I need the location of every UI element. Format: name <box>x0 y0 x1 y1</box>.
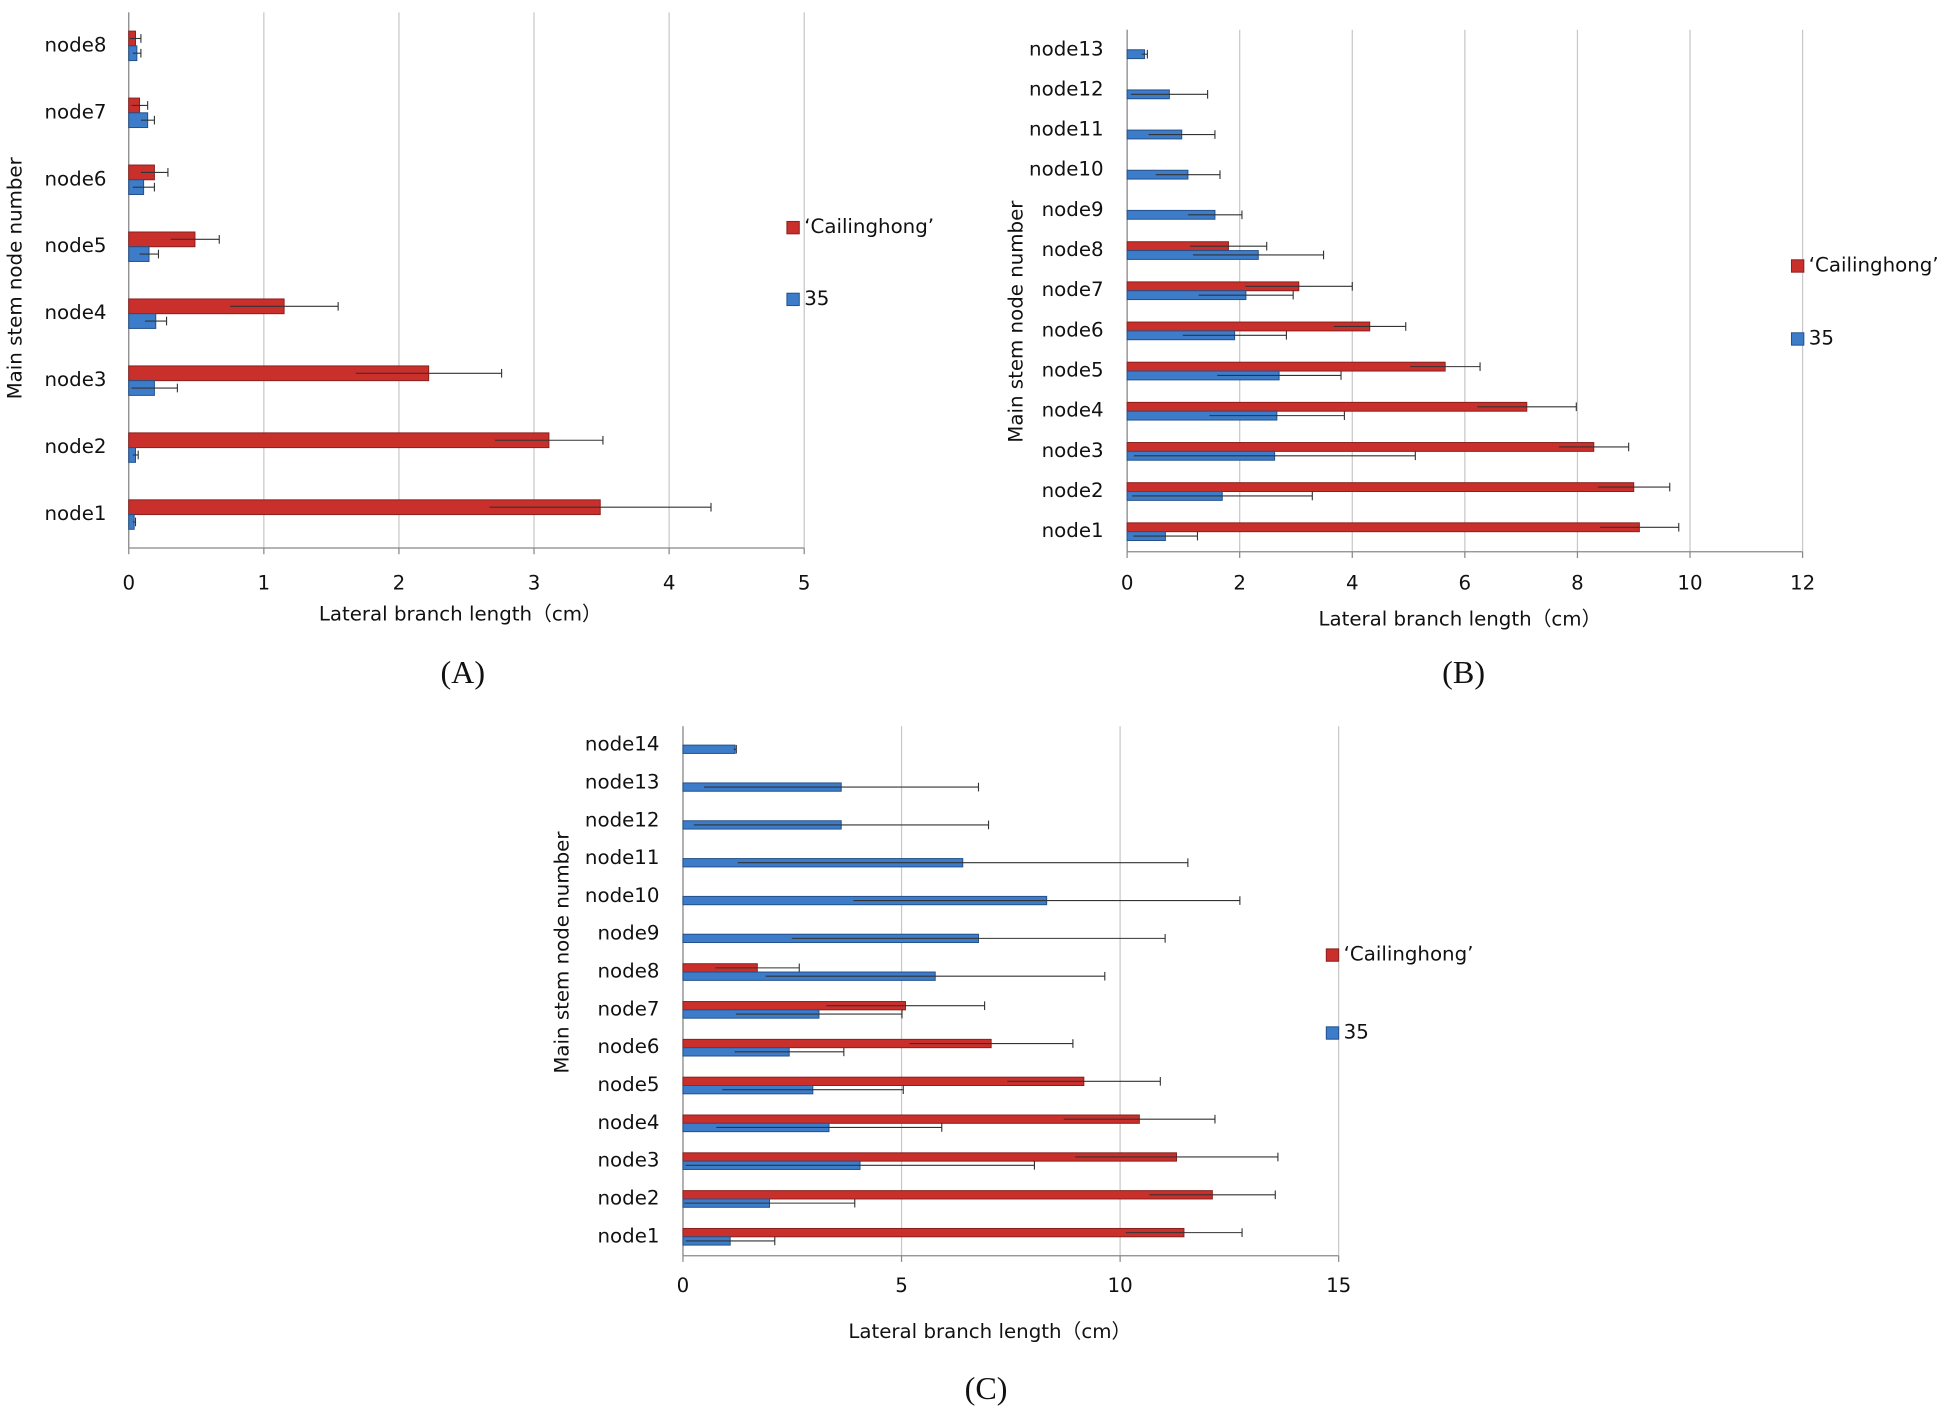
panel-label: (B) <box>1442 654 1485 690</box>
legend-swatch <box>1790 259 1805 273</box>
y-tick-label: node13 <box>1029 37 1104 60</box>
y-tick-label: node4 <box>598 1111 660 1134</box>
y-tick-label: node2 <box>598 1186 660 1209</box>
legend-swatch <box>1790 332 1805 346</box>
y-tick-label: node11 <box>1029 118 1104 141</box>
y-axis-label: Main stem node number <box>550 831 573 1074</box>
y-tick-label: node4 <box>1042 399 1104 422</box>
legend-label: ‘Cailinghong’ <box>804 215 934 238</box>
chart: 0 1 2 3 4 5 node1 node2 node3 node4 node5 node6 node… <box>4 12 934 690</box>
y-tick-label: node1 <box>1042 519 1104 542</box>
legend-swatch <box>786 292 800 307</box>
bar <box>1126 321 1371 332</box>
chart: 0 5 10 15 node1 node2 node3 node4 node5 node6 node… <box>550 726 1473 1406</box>
y-tick-label: node3 <box>1042 439 1104 462</box>
y-tick-label: node4 <box>45 301 107 324</box>
bar <box>682 1190 1213 1200</box>
y-tick-label: node12 <box>1029 77 1104 100</box>
y-tick-label: node8 <box>598 960 660 983</box>
y-tick-label: node7 <box>1042 278 1104 301</box>
y-tick-label: node9 <box>1042 198 1104 221</box>
y-tick-label: node3 <box>45 368 107 391</box>
bar <box>682 744 736 754</box>
legend-swatch <box>1325 948 1340 962</box>
y-tick-label: node5 <box>598 1073 660 1096</box>
bar <box>128 432 550 449</box>
y-tick-label: node1 <box>598 1224 660 1247</box>
legend-label: 35 <box>1344 1021 1369 1044</box>
legend-label: ‘Cailinghong’ <box>1809 253 1939 276</box>
x-tick-label: 8 <box>1571 571 1584 594</box>
y-tick-label: node12 <box>585 808 660 831</box>
bar <box>1126 522 1640 533</box>
bar <box>682 1227 1185 1238</box>
y-tick-label: node14 <box>585 733 660 756</box>
x-tick-label: 6 <box>1459 571 1472 594</box>
bar <box>1126 442 1595 452</box>
x-tick-label: 1 <box>258 571 271 594</box>
legend-swatch <box>1325 1026 1340 1040</box>
x-tick-label: 2 <box>1233 571 1246 594</box>
bar <box>1126 401 1528 412</box>
y-tick-label: node6 <box>45 167 107 190</box>
x-tick-label: 5 <box>895 1274 908 1297</box>
y-tick-label: node10 <box>585 884 660 907</box>
x-tick-label: 0 <box>677 1274 690 1297</box>
x-tick-label: 4 <box>663 571 676 594</box>
bar <box>1126 361 1446 372</box>
y-tick-label: node2 <box>1042 479 1104 502</box>
legend-label: 35 <box>1809 326 1834 349</box>
x-tick-label: 12 <box>1790 571 1815 594</box>
y-tick-label: node5 <box>45 234 107 257</box>
x-tick-label: 5 <box>798 571 811 594</box>
y-tick-label: node6 <box>1042 318 1104 341</box>
legend-label: 35 <box>804 287 829 310</box>
y-tick-label: node13 <box>585 770 660 793</box>
legend-swatch <box>786 220 800 235</box>
panel-label: (A) <box>440 654 485 690</box>
y-tick-label: node1 <box>45 502 107 525</box>
legend-label: ‘Cailinghong’ <box>1344 943 1474 966</box>
y-tick-label: node8 <box>45 33 107 56</box>
y-tick-label: node7 <box>598 997 660 1020</box>
y-axis-label: Main stem node number <box>4 156 27 399</box>
x-tick-label: 4 <box>1346 571 1359 594</box>
bar <box>1126 482 1635 493</box>
x-tick-label: 0 <box>1121 571 1134 594</box>
x-tick-label: 15 <box>1326 1274 1351 1297</box>
y-axis-label: Main stem node number <box>1005 200 1028 443</box>
chart: 0 2 4 6 8 10 12 node1 node2 node3 node4 node5 node6 n… <box>1005 29 1939 690</box>
x-tick-label: 0 <box>122 571 135 594</box>
x-tick-label: 10 <box>1108 1274 1133 1297</box>
x-tick-label: 10 <box>1677 571 1702 594</box>
y-tick-label: node11 <box>585 846 660 869</box>
y-tick-label: node7 <box>45 100 107 123</box>
x-axis-label: Lateral branch length（cm） <box>1318 607 1601 630</box>
y-tick-label: node2 <box>45 435 107 458</box>
y-tick-label: node6 <box>598 1035 660 1058</box>
y-tick-label: node9 <box>598 922 660 945</box>
y-tick-label: node3 <box>598 1149 660 1172</box>
y-tick-label: node8 <box>1042 238 1104 261</box>
y-tick-label: node10 <box>1029 158 1104 181</box>
x-tick-label: 3 <box>528 571 541 594</box>
y-tick-label: node5 <box>1042 359 1104 382</box>
x-axis-label: Lateral branch length（cm） <box>319 602 602 625</box>
x-tick-label: 2 <box>393 571 406 594</box>
panel-label: (C) <box>965 1370 1008 1406</box>
x-axis-label: Lateral branch length（cm） <box>848 1320 1131 1343</box>
